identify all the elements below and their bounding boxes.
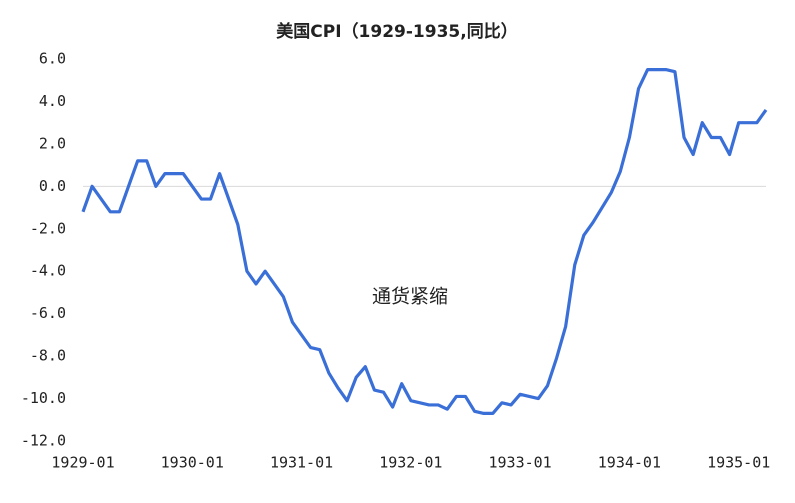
y-tick-label: 0.0 bbox=[39, 177, 66, 195]
chart-title: 美国CPI（1929-1935,同比） bbox=[276, 21, 517, 42]
x-tick-label: 1930-01 bbox=[161, 454, 224, 472]
y-tick-label: 4.0 bbox=[39, 92, 66, 110]
x-tick-label: 1935-01 bbox=[707, 454, 770, 472]
y-tick-label: -2.0 bbox=[30, 219, 66, 237]
annotation: 通货紧缩 bbox=[372, 286, 448, 308]
y-tick-label: -10.0 bbox=[21, 389, 66, 407]
y-tick-label: -12.0 bbox=[21, 432, 66, 450]
x-tick-label: 1931-01 bbox=[270, 454, 333, 472]
y-tick-label: 6.0 bbox=[39, 50, 66, 68]
y-tick-label: -4.0 bbox=[30, 262, 66, 280]
x-tick-label: 1932-01 bbox=[379, 454, 442, 472]
y-tick-label: -8.0 bbox=[30, 347, 66, 365]
x-tick-label: 1933-01 bbox=[489, 454, 552, 472]
y-tick-label: 2.0 bbox=[39, 134, 66, 152]
x-tick-label: 1929-01 bbox=[51, 454, 114, 472]
cpi-line bbox=[81, 68, 768, 416]
x-tick-label: 1934-01 bbox=[598, 454, 661, 472]
y-tick-label: -6.0 bbox=[30, 304, 66, 322]
